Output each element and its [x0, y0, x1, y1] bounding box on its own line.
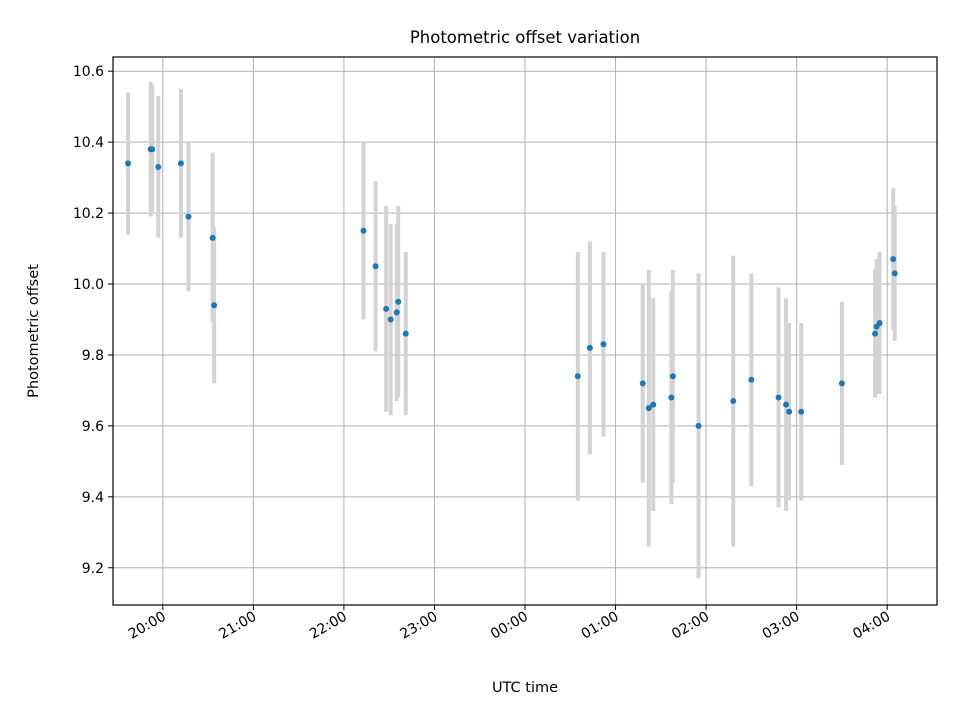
grid: [113, 57, 937, 605]
x-tick-label: 23:00: [397, 609, 440, 643]
data-point: [798, 408, 805, 415]
data-point: [668, 394, 675, 401]
data-point: [639, 380, 646, 387]
data-point: [650, 401, 657, 408]
data-point: [211, 302, 218, 309]
data-point: [149, 146, 156, 153]
y-tick-label: 9.2: [82, 561, 104, 577]
x-tick-label: 01:00: [579, 609, 622, 643]
x-tick-label: 04:00: [850, 609, 893, 643]
data-point: [783, 401, 790, 408]
data-point: [695, 422, 702, 429]
data-point: [748, 376, 755, 383]
data-point: [786, 408, 793, 415]
y-axis-label: Photometric offset: [26, 264, 42, 398]
data-point: [209, 234, 216, 241]
error-bars: [126, 81, 897, 579]
data-point: [838, 380, 845, 387]
data-point: [669, 373, 676, 380]
data-point: [890, 256, 897, 263]
y-tick-label: 9.4: [82, 490, 104, 506]
data-point: [730, 398, 737, 405]
y-tick-label: 9.6: [82, 419, 104, 435]
y-tick-label: 10.0: [73, 277, 104, 293]
data-point: [872, 330, 879, 337]
x-tick-label: 22:00: [307, 609, 350, 643]
data-point: [395, 298, 402, 305]
data-point: [155, 163, 162, 170]
data-point: [586, 344, 593, 351]
x-tick-label: 03:00: [760, 609, 803, 643]
y-tick-label: 10.2: [73, 206, 104, 222]
data-point: [125, 160, 132, 167]
data-point: [185, 213, 192, 220]
x-tick-label: 21:00: [216, 609, 259, 643]
data-point: [891, 270, 898, 277]
data-point: [775, 394, 782, 401]
data-point: [177, 160, 184, 167]
x-tick-label: 00:00: [488, 609, 531, 643]
data-point: [645, 405, 652, 412]
data-point: [600, 341, 607, 348]
y-tick-label: 9.8: [82, 348, 104, 364]
y-tick-label: 10.6: [73, 64, 104, 80]
x-tick-label: 20:00: [126, 609, 169, 643]
data-point: [393, 309, 400, 316]
data-point: [402, 330, 409, 337]
y-tick-label: 10.4: [73, 135, 104, 151]
x-axis-label: UTC time: [492, 680, 558, 696]
data-point: [360, 227, 367, 234]
chart-title: Photometric offset variation: [410, 28, 640, 47]
axis-ticks: 20:00 21:00 22:00 23:00 00:00 01:00 02:00 03:00…: [73, 64, 893, 642]
x-tick-label: 02:00: [669, 609, 712, 643]
data-point: [372, 263, 379, 270]
data-points: [125, 146, 898, 429]
data-point: [876, 320, 883, 327]
data-point: [383, 305, 390, 312]
data-point: [574, 373, 581, 380]
data-point: [387, 316, 394, 323]
